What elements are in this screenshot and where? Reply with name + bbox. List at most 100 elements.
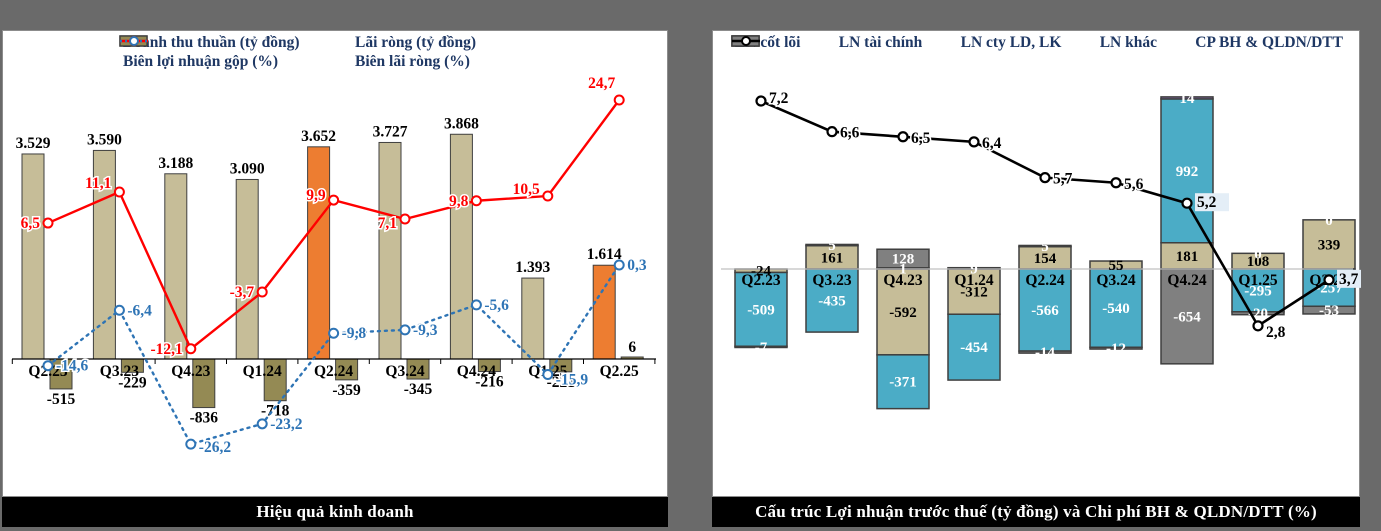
svg-text:9,9: 9,9 [306,187,326,204]
svg-text:-14,6: -14,6 [56,358,89,375]
svg-text:3.529: 3.529 [16,135,51,152]
svg-text:-5,6: -5,6 [484,297,509,314]
svg-text:3.188: 3.188 [158,155,193,172]
svg-text:-295: -295 [1244,283,1272,299]
svg-text:2,8: 2,8 [1266,324,1286,341]
ratio-marker-Q2.25 [1323,274,1335,286]
marker-Q3.24 [399,324,411,336]
svg-text:Q4.24: Q4.24 [457,363,496,380]
svg-text:5,7: 5,7 [1053,171,1073,188]
svg-text:Q2.23: Q2.23 [28,363,67,380]
svg-text:3,7: 3,7 [1339,271,1359,288]
svg-text:-454: -454 [960,340,988,356]
svg-text:-12: -12 [1106,341,1126,357]
ratio-marker-Q3.23 [826,126,838,138]
ln-c-t-l-i-segment-Q4.23 [876,268,930,356]
ln-t-i-ch-nh-segment-Q2.23 [734,271,788,348]
svg-text:Q1.24: Q1.24 [954,272,993,289]
svg-text:-371: -371 [889,375,917,391]
ln-kh-c-segment-Q3.23 [805,243,859,247]
ln-t-i-ch-nh-segment-Q3.24 [1089,268,1143,349]
revenue-bar-Q2.24 [307,146,331,360]
marker-Q1.24 [256,418,268,430]
legend-item-2: LN cty LD, LK [731,34,1061,52]
svg-text:14: 14 [1180,91,1196,107]
marker-Q4.24 [470,195,482,207]
svg-text:7,1: 7,1 [378,215,397,232]
svg-text:-312: -312 [960,285,988,301]
legend-item-1: Lãi ròng (tỷ đồng) [119,34,476,52]
svg-text:-14: -14 [1035,345,1055,361]
svg-text:55: 55 [1109,258,1124,274]
svg-text:Q3.24: Q3.24 [1096,272,1135,289]
marker-Q3.23 [113,304,125,316]
marker-Q2.23 [42,360,54,372]
svg-text:-718: -718 [261,403,290,420]
ratio-marker-Q3.24 [1110,177,1122,189]
svg-text:-216: -216 [475,374,504,391]
svg-text:9,8: 9,8 [449,193,469,210]
legend-item-1: LN tài chính [731,34,922,52]
svg-text:1: 1 [899,261,907,277]
left-chart-panel: Doanh thu thuần (tỷ đồng) Lãi ròng (tỷ đồ… [2,30,668,497]
svg-text:0: 0 [1254,246,1262,262]
svg-text:6,5: 6,5 [911,130,931,147]
svg-text:Q3.23: Q3.23 [100,363,139,380]
svg-text:128: 128 [892,252,915,268]
ln-t-i-ch-nh-segment-Q3.23 [805,268,859,333]
legend-item-0: Doanh thu thuần (tỷ đồng) [119,34,337,52]
svg-text:-9,3: -9,3 [413,322,438,339]
revenue-bar-Q2.25 [592,264,616,360]
ln-t-i-ch-nh-segment-Q4.23 [876,354,930,410]
marker-Q1.24 [256,286,268,298]
ln-kh-c-segment-Q2.25 [1302,305,1356,315]
svg-text:5: 5 [828,238,836,254]
svg-text:11,1: 11,1 [85,175,111,192]
svg-text:154: 154 [1034,251,1057,267]
ln-cty-ld-lk-segment-Q2.24 [1018,244,1072,248]
revenue-bar-Q2.23 [21,153,45,360]
legend-label: Biên lợi nhuận gộp (%) [123,53,279,70]
right-chart-legend: LN cốt lõi LN tài chính LN cty LD, LK LN kh… [731,34,1343,52]
svg-text:1.393: 1.393 [515,259,550,276]
ln-cty-ld-lk-segment-Q4.24 [1160,96,1214,100]
svg-text:-221: -221 [547,374,575,391]
marker-Q2.24 [328,327,340,339]
svg-text:24,7: 24,7 [588,75,615,92]
svg-text:-24: -24 [751,264,771,280]
legend-label: LN khác [1099,34,1157,51]
marker-Q1.25 [542,190,554,202]
svg-text:6: 6 [628,339,636,356]
svg-text:-515: -515 [47,391,76,408]
svg-text:-654: -654 [1173,309,1201,325]
marker-Q2.25 [613,259,625,271]
svg-text:-509: -509 [747,302,775,318]
svg-text:-435: -435 [818,294,846,310]
ln-c-t-l-i-segment-Q4.24 [1160,242,1214,270]
revenue-bar-Q1.24 [235,178,259,360]
svg-text:Q4.23: Q4.23 [171,363,210,380]
legend-label: CP BH & QLDN/DTT [1195,34,1343,51]
svg-text:3.727: 3.727 [373,123,408,140]
svg-text:992: 992 [1176,164,1199,180]
left-chart-legend: Doanh thu thuần (tỷ đồng) Lãi ròng (tỷ đồ… [119,34,476,71]
revenue-bar-Q1.25 [521,277,545,360]
legend-item-3: Biên lãi ròng (%) [120,36,476,71]
legend-item-4: CP BH & QLDN/DTT [732,34,1343,52]
svg-text:3.090: 3.090 [230,160,265,177]
marker-Q4.23 [185,343,197,355]
svg-text:-229: -229 [118,374,147,391]
svg-text:-359: -359 [332,382,361,399]
svg-text:-12,1: -12,1 [151,341,183,358]
svg-text:1.614: 1.614 [587,246,622,263]
marker-Q2.25 [613,94,625,106]
svg-text:339: 339 [1318,237,1341,253]
svg-text:0: 0 [1325,213,1333,229]
revenue-bar-Q3.24 [378,141,402,360]
left-chart-title-text: Hiệu quả kinh doanh [256,502,414,521]
svg-text:Q3.24: Q3.24 [385,363,424,380]
revenue-bar-Q4.24 [449,133,473,360]
ratio-marker-Q4.23 [897,131,909,143]
svg-text:3.652: 3.652 [301,128,336,145]
